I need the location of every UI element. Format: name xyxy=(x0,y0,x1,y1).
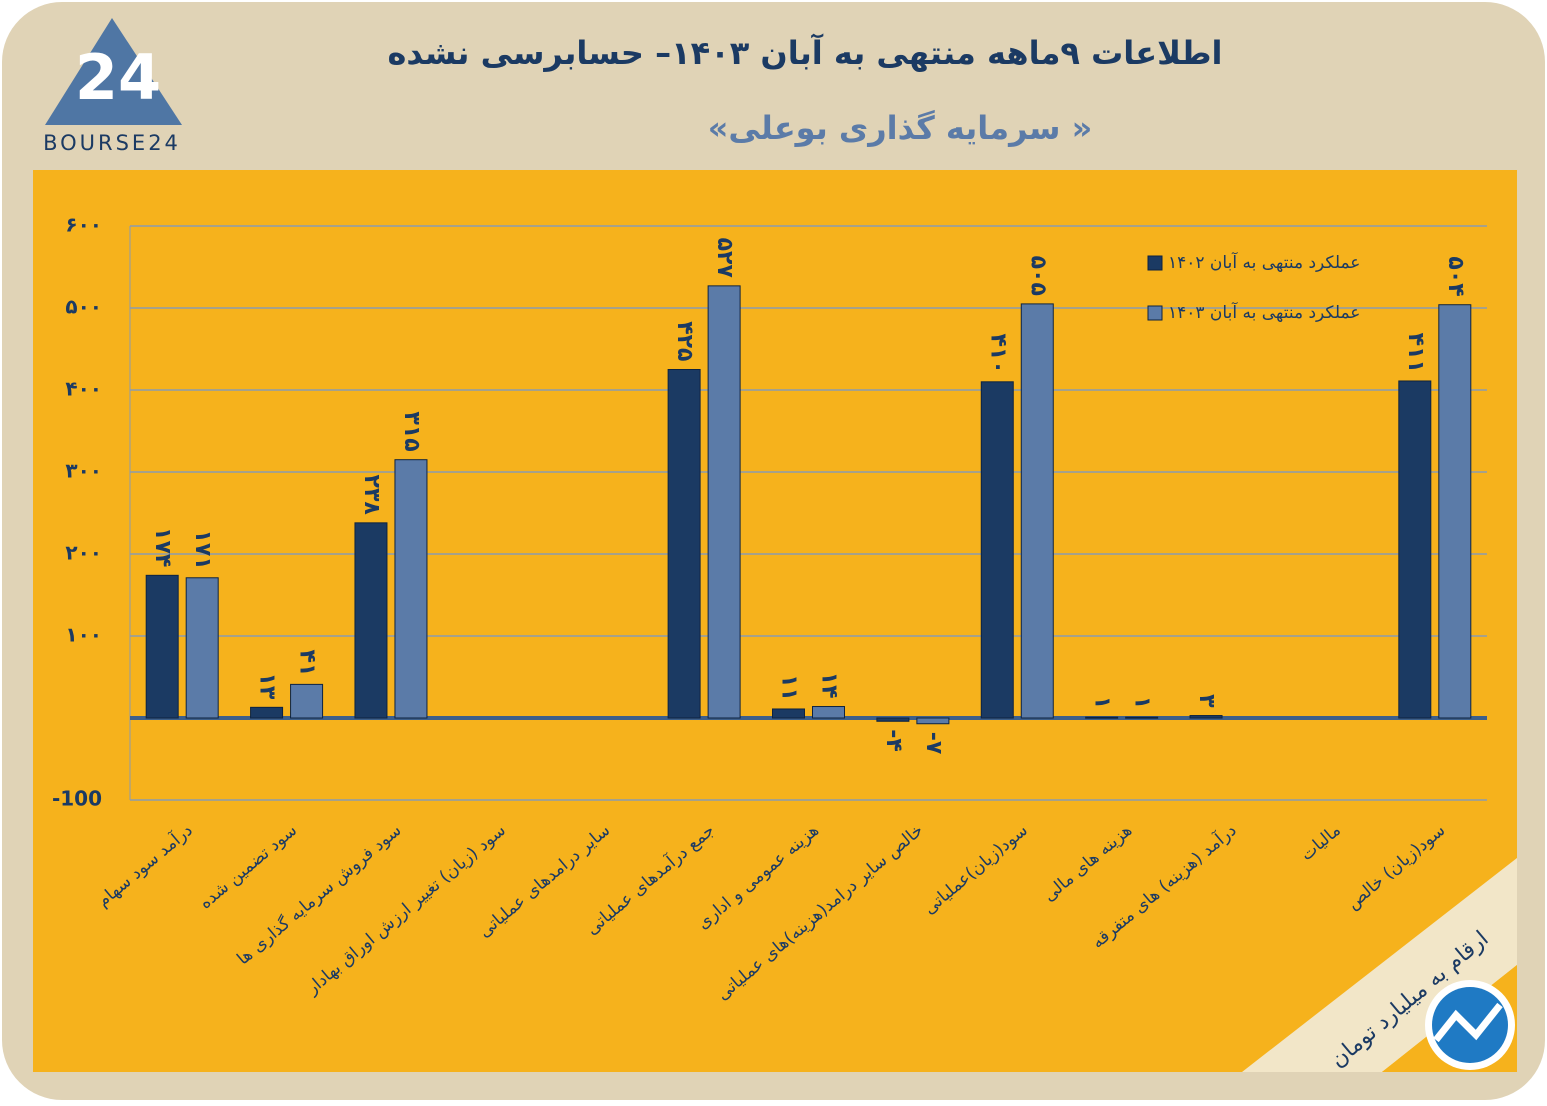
value-label: ۱ xyxy=(1090,696,1115,709)
value-label: ۱۱ xyxy=(777,674,802,701)
value-label: ۵۰۴ xyxy=(1443,256,1468,296)
bar xyxy=(290,683,324,719)
bar xyxy=(980,381,1014,719)
value-label: ۴۱ xyxy=(295,650,320,677)
bar xyxy=(1398,380,1432,719)
chart-subtitle: «سرمایه گذاری بوعلی » xyxy=(708,109,1093,147)
bar xyxy=(772,708,805,719)
legend-label: عملکرد منتهی به آبان ۱۴۰۳ xyxy=(1168,301,1360,323)
value-label: ۵۰۵ xyxy=(1025,256,1050,296)
logo-mark: 24 xyxy=(75,41,161,114)
bar xyxy=(1438,304,1472,719)
value-label: ۴۲۵ xyxy=(672,321,697,361)
icon-arrow xyxy=(1433,1002,1503,1043)
logo-triangle xyxy=(45,18,182,125)
bar xyxy=(707,285,741,719)
bar xyxy=(1085,716,1119,719)
bar xyxy=(1020,303,1054,719)
bar xyxy=(145,574,179,719)
value-label: -۴ xyxy=(881,729,906,752)
value-label: ۱۷۱ xyxy=(190,529,215,569)
value-label: ۵۲۷ xyxy=(712,238,737,279)
value-label: ۴۱۰ xyxy=(985,334,1010,374)
y-tick-label: ۱۰۰ xyxy=(65,623,102,647)
y-tick-label: ۲۰۰ xyxy=(65,541,102,565)
y-tick-label: ۴۰۰ xyxy=(65,377,102,401)
bar xyxy=(250,706,284,719)
value-label: ۱۷۴ xyxy=(150,527,175,567)
value-label: -۷ xyxy=(921,732,946,755)
bar xyxy=(1125,716,1159,719)
value-label: ۴۱۱ xyxy=(1403,333,1428,373)
y-tick-label: ۵۰۰ xyxy=(65,295,102,319)
bar xyxy=(667,369,701,719)
legend-swatch xyxy=(1147,255,1163,271)
panel xyxy=(33,170,1517,1072)
logo-text: BOURSE24 xyxy=(43,131,181,155)
value-label: ۲۳۸ xyxy=(359,475,384,516)
value-label: ۳۱۵ xyxy=(399,411,424,451)
value-label: ۱ xyxy=(1130,696,1155,709)
chart-title: اطلاعات ۹ماهه منتهی به آبان ۱۴۰۳– حسابرس… xyxy=(387,33,1222,72)
value-label: ۱۳ xyxy=(255,672,280,699)
y-tick-label: ۳۰۰ xyxy=(65,459,102,483)
y-tick-label: -100 xyxy=(52,787,102,811)
bar xyxy=(1189,715,1223,719)
bar xyxy=(916,717,950,725)
y-tick-label: ۶۰۰ xyxy=(65,213,102,237)
bar xyxy=(185,577,219,719)
bar xyxy=(812,706,845,719)
value-label: ۳ xyxy=(1194,694,1219,708)
bar xyxy=(394,459,428,719)
bar xyxy=(876,717,910,722)
bar xyxy=(354,522,388,719)
legend-swatch xyxy=(1147,305,1163,321)
value-label: ۱۴ xyxy=(817,672,842,699)
legend-label: عملکرد منتهی به آبان ۱۴۰۲ xyxy=(1168,251,1360,273)
